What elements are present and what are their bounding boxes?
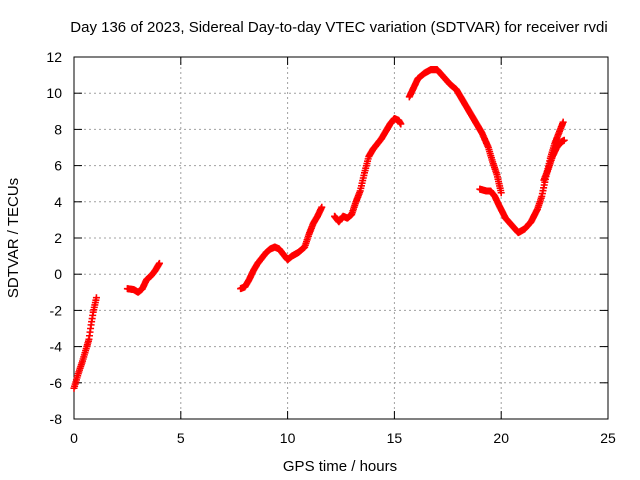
data-point: [397, 120, 405, 128]
chart-title: Day 136 of 2023, Sidereal Day-to-day VTE…: [70, 19, 607, 36]
x-tick-label: 25: [600, 430, 616, 446]
y-tick-label: 0: [54, 266, 62, 282]
y-tick-label: -8: [50, 411, 63, 427]
y-axis-title: SDTVAR / TECUs: [5, 178, 22, 298]
y-tick-label: -6: [50, 375, 63, 391]
data-points: [70, 66, 568, 392]
axis-ticks: 0 5 10 15 20 25 -8 -6 -4 -2 0 2 4 6 8 10 12: [46, 49, 616, 446]
y-tick-label: 2: [54, 230, 62, 246]
data-point: [318, 203, 326, 211]
y-tick-label: 10: [46, 85, 62, 101]
y-tick-label: 12: [46, 49, 62, 65]
y-tick-label: -2: [50, 302, 63, 318]
data-point: [560, 136, 568, 144]
x-tick-label: 20: [493, 430, 509, 446]
x-tick-label: 15: [387, 430, 403, 446]
y-tick-label: 8: [54, 121, 62, 137]
x-axis-title: GPS time / hours: [283, 458, 397, 475]
y-tick-label: 6: [54, 158, 62, 174]
data-point: [155, 259, 163, 267]
data-point: [559, 118, 567, 126]
data-point: [92, 294, 100, 302]
x-tick-label: 10: [280, 430, 296, 446]
x-tick-label: 5: [177, 430, 185, 446]
y-tick-label: 4: [54, 194, 62, 210]
grid-lines: [74, 57, 608, 419]
data-point: [497, 189, 505, 197]
x-tick-label: 0: [70, 430, 78, 446]
y-tick-label: -4: [50, 339, 63, 355]
